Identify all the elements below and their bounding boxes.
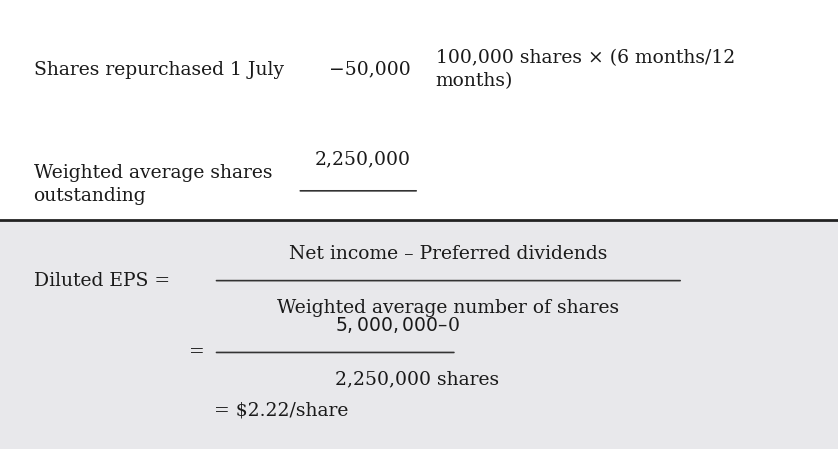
Text: 2,250,000: 2,250,000 bbox=[314, 150, 411, 168]
Text: −50,000: −50,000 bbox=[328, 61, 411, 79]
Text: = $2.22/share: = $2.22/share bbox=[214, 402, 348, 420]
Text: 100,000 shares × (6 months/12
months): 100,000 shares × (6 months/12 months) bbox=[436, 49, 735, 90]
Text: Weighted average shares
outstanding: Weighted average shares outstanding bbox=[34, 164, 272, 206]
Text: Weighted average number of shares: Weighted average number of shares bbox=[277, 299, 619, 317]
Text: Net income – Preferred dividends: Net income – Preferred dividends bbox=[289, 245, 608, 263]
Text: $5,000,000 – $0: $5,000,000 – $0 bbox=[335, 314, 460, 335]
Text: 2,250,000 shares: 2,250,000 shares bbox=[335, 370, 499, 388]
Text: Diluted EPS =: Diluted EPS = bbox=[34, 272, 169, 290]
Text: Shares repurchased 1 July: Shares repurchased 1 July bbox=[34, 61, 283, 79]
FancyBboxPatch shape bbox=[0, 0, 838, 220]
Text: =: = bbox=[189, 343, 204, 361]
FancyBboxPatch shape bbox=[0, 220, 838, 449]
